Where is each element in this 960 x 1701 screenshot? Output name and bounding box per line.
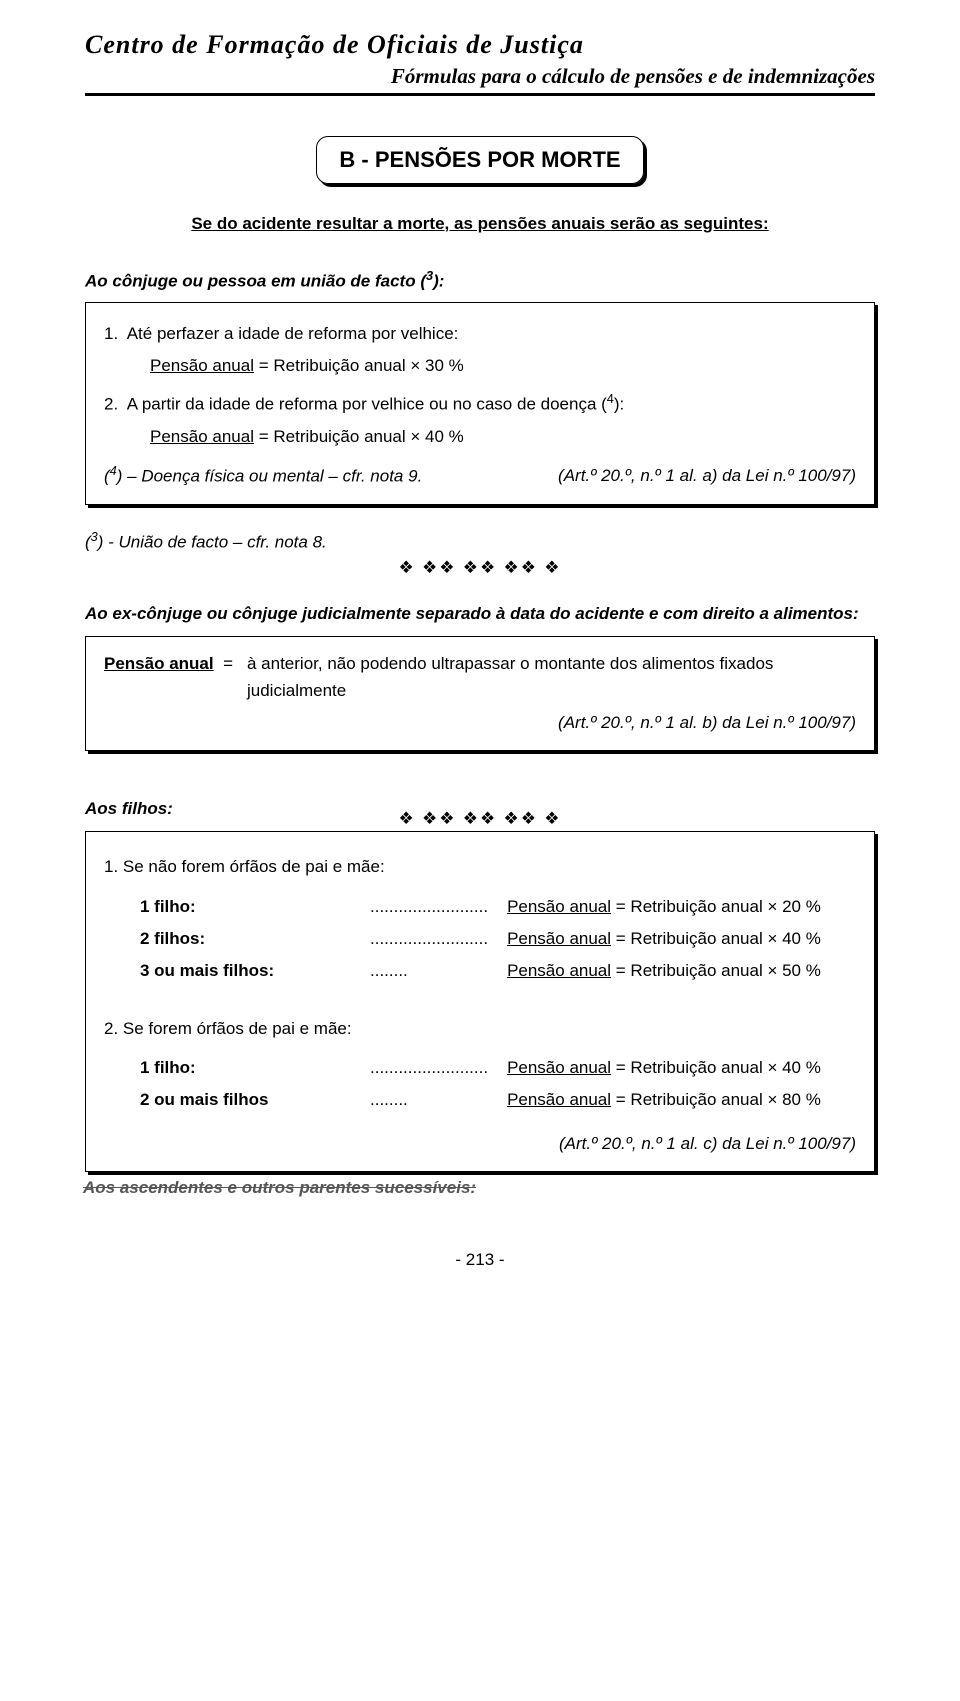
children-table-1: 1 filho: ......................... Pensã… bbox=[140, 891, 856, 988]
header-org: Centro de Formação de Oficiais de Justiç… bbox=[85, 30, 875, 60]
spouse-formula2-label: Pensão anual bbox=[150, 427, 254, 446]
row-label: Pensão anual bbox=[507, 961, 611, 980]
row-dots: ........ bbox=[370, 1084, 501, 1116]
exspouse-text: à anterior, não podendo ultrapassar o mo… bbox=[247, 651, 856, 704]
spouse-note3: (3) - União de facto – cfr. nota 8. bbox=[85, 529, 875, 553]
note3-sup: 3 bbox=[91, 529, 98, 544]
row-dots: ......................... bbox=[370, 1052, 501, 1084]
row-label: Pensão anual bbox=[507, 897, 611, 916]
spouse-formula1-eq: = Retribuição anual × 30 % bbox=[254, 356, 464, 375]
children-sec2-head: 2. Se forem órfãos de pai e mãe: bbox=[104, 1016, 856, 1042]
spouse-formula2-eq: = Retribuição anual × 40 % bbox=[254, 427, 464, 446]
spouse-item1-num: 1. bbox=[104, 324, 118, 343]
row-eq: = Retribuição anual × 40 % bbox=[611, 929, 821, 948]
spouse-heading-pre: Ao cônjuge ou pessoa em união de facto ( bbox=[85, 272, 426, 291]
spouse-heading-post: ): bbox=[433, 272, 444, 291]
children-sec1-head: 1. Se não forem órfãos de pai e mãe: bbox=[104, 854, 856, 880]
table-row: 1 filho: ......................... Pensã… bbox=[140, 1052, 856, 1084]
spouse-item2-sup: 4 bbox=[607, 391, 614, 406]
row-eq: = Retribuição anual × 80 % bbox=[611, 1090, 821, 1109]
spouse-item-1: 1. Até perfazer a idade de reforma por v… bbox=[122, 321, 856, 347]
row-left: 1 filho: bbox=[140, 891, 370, 923]
spouse-item2-pre: A partir da idade de reforma por velhice… bbox=[127, 395, 607, 414]
row-left: 3 ou mais filhos: bbox=[140, 955, 370, 987]
row-left: 2 ou mais filhos bbox=[140, 1084, 370, 1116]
row-right: Pensão anual = Retribuição anual × 80 % bbox=[501, 1084, 856, 1116]
spouse-note4: (4) – Doença física ou mental – cfr. not… bbox=[104, 461, 422, 490]
page-number: - 213 - bbox=[85, 1250, 875, 1270]
row-dots: ........ bbox=[370, 955, 501, 987]
exspouse-eq: = bbox=[223, 654, 233, 673]
exspouse-row: Pensão anual = à anterior, não podendo u… bbox=[104, 651, 856, 704]
spouse-notes-row: (4) – Doença física ou mental – cfr. not… bbox=[104, 461, 856, 490]
exspouse-label-cell: Pensão anual = bbox=[104, 651, 233, 704]
spouse-heading: Ao cônjuge ou pessoa em união de facto (… bbox=[85, 268, 875, 292]
table-row: 3 ou mais filhos: ........ Pensão anual … bbox=[140, 955, 856, 987]
spouse-item-2: 2. A partir da idade de reforma por velh… bbox=[122, 389, 856, 418]
spouse-ref: (Art.º 20.º, n.º 1 al. a) da Lei n.º 100… bbox=[558, 463, 856, 489]
row-left: 1 filho: bbox=[140, 1052, 370, 1084]
table-row: 2 ou mais filhos ........ Pensão anual =… bbox=[140, 1084, 856, 1116]
note4-sup: 4 bbox=[110, 463, 117, 478]
children-box: 1. Se não forem órfãos de pai e mãe: 1 f… bbox=[85, 831, 875, 1172]
table-row: 1 filho: ......................... Pensã… bbox=[140, 891, 856, 923]
section-title: B - PENSÕES POR MORTE bbox=[316, 136, 643, 184]
exspouse-label: Pensão anual bbox=[104, 654, 214, 673]
row-right: Pensão anual = Retribuição anual × 40 % bbox=[501, 1052, 856, 1084]
spouse-formula-2: Pensão anual = Retribuição anual × 40 % bbox=[150, 424, 856, 450]
row-right: Pensão anual = Retribuição anual × 40 % bbox=[501, 923, 856, 955]
row-eq: = Retribuição anual × 40 % bbox=[611, 1058, 821, 1077]
note3-post: ) - União de facto – cfr. nota 8. bbox=[98, 532, 327, 551]
children-ref: (Art.º 20.º, n.º 1 al. c) da Lei n.º 100… bbox=[104, 1131, 856, 1157]
row-label: Pensão anual bbox=[507, 1090, 611, 1109]
spouse-item1-text: Até perfazer a idade de reforma por velh… bbox=[127, 324, 459, 343]
row-label: Pensão anual bbox=[507, 929, 611, 948]
row-dots: ......................... bbox=[370, 923, 501, 955]
row-dots: ......................... bbox=[370, 891, 501, 923]
spouse-box: 1. Até perfazer a idade de reforma por v… bbox=[85, 302, 875, 505]
page: Centro de Formação de Oficiais de Justiç… bbox=[0, 0, 960, 1310]
spouse-formula-1: Pensão anual = Retribuição anual × 30 % bbox=[150, 353, 856, 379]
divider-1: ❖ ❖❖ ❖❖ ❖❖ ❖ bbox=[85, 558, 875, 578]
row-eq: = Retribuição anual × 50 % bbox=[611, 961, 821, 980]
note4-post: ) – Doença física ou mental – cfr. nota … bbox=[117, 466, 423, 485]
spouse-formula1-label: Pensão anual bbox=[150, 356, 254, 375]
row-eq: = Retribuição anual × 20 % bbox=[611, 897, 821, 916]
exspouse-heading: Ao ex-cônjuge ou cônjuge judicialmente s… bbox=[85, 604, 875, 624]
spouse-item2-num: 2. bbox=[104, 395, 118, 414]
row-right: Pensão anual = Retribuição anual × 50 % bbox=[501, 955, 856, 987]
header-subtitle: Fórmulas para o cálculo de pensões e de … bbox=[85, 64, 875, 89]
row-left: 2 filhos: bbox=[140, 923, 370, 955]
intro-line: Se do acidente resultar a morte, as pens… bbox=[85, 214, 875, 234]
ascendentes-line: Aos ascendentes e outros parentes sucess… bbox=[83, 1178, 875, 1198]
row-label: Pensão anual bbox=[507, 1058, 611, 1077]
table-row: 2 filhos: ......................... Pens… bbox=[140, 923, 856, 955]
header-rule bbox=[85, 93, 875, 96]
children-table-2: 1 filho: ......................... Pensã… bbox=[140, 1052, 856, 1117]
title-wrap: B - PENSÕES POR MORTE bbox=[85, 136, 875, 184]
exspouse-box: Pensão anual = à anterior, não podendo u… bbox=[85, 636, 875, 751]
spouse-item2-post: ): bbox=[614, 395, 624, 414]
row-right: Pensão anual = Retribuição anual × 20 % bbox=[501, 891, 856, 923]
exspouse-ref: (Art.º 20.º, n.º 1 al. b) da Lei n.º 100… bbox=[104, 710, 856, 736]
